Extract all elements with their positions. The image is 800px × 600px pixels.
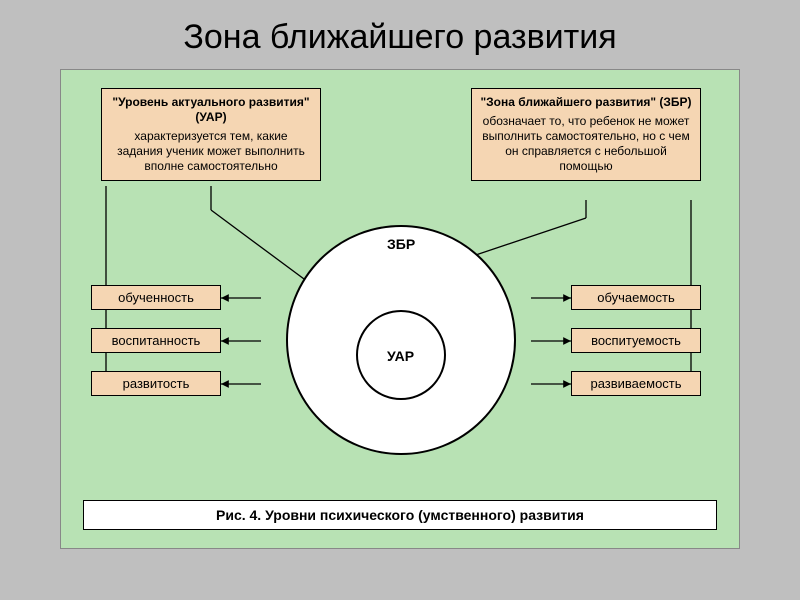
diagram-canvas: ЗБР УАР "Уровень актуального развития" (… [60,69,740,549]
right-item-3: развиваемость [571,371,701,396]
left-item-3: развитость [91,371,221,396]
uar-heading: "Уровень актуального развития" (УАР) [110,95,312,125]
zbr-heading: "Зона ближайшего развития" (ЗБР) [480,95,692,110]
inner-circle-label: УАР [387,348,414,364]
right-item-2: воспитуемость [571,328,701,353]
figure-caption: Рис. 4. Уровни психического (умственного… [83,500,717,530]
left-item-1: обученность [91,285,221,310]
left-item-2: воспитанность [91,328,221,353]
uar-body: характеризуется тем, какие задания учени… [110,129,312,174]
right-item-1: обучаемость [571,285,701,310]
zbr-definition-box: "Зона ближайшего развития" (ЗБР) обознач… [471,88,701,181]
zbr-body: обозначает то, что ребенок не может выпо… [480,114,692,174]
uar-definition-box: "Уровень актуального развития" (УАР) хар… [101,88,321,181]
page-title: Зона ближайшего развития [0,0,800,69]
outer-circle-label: ЗБР [387,236,415,252]
